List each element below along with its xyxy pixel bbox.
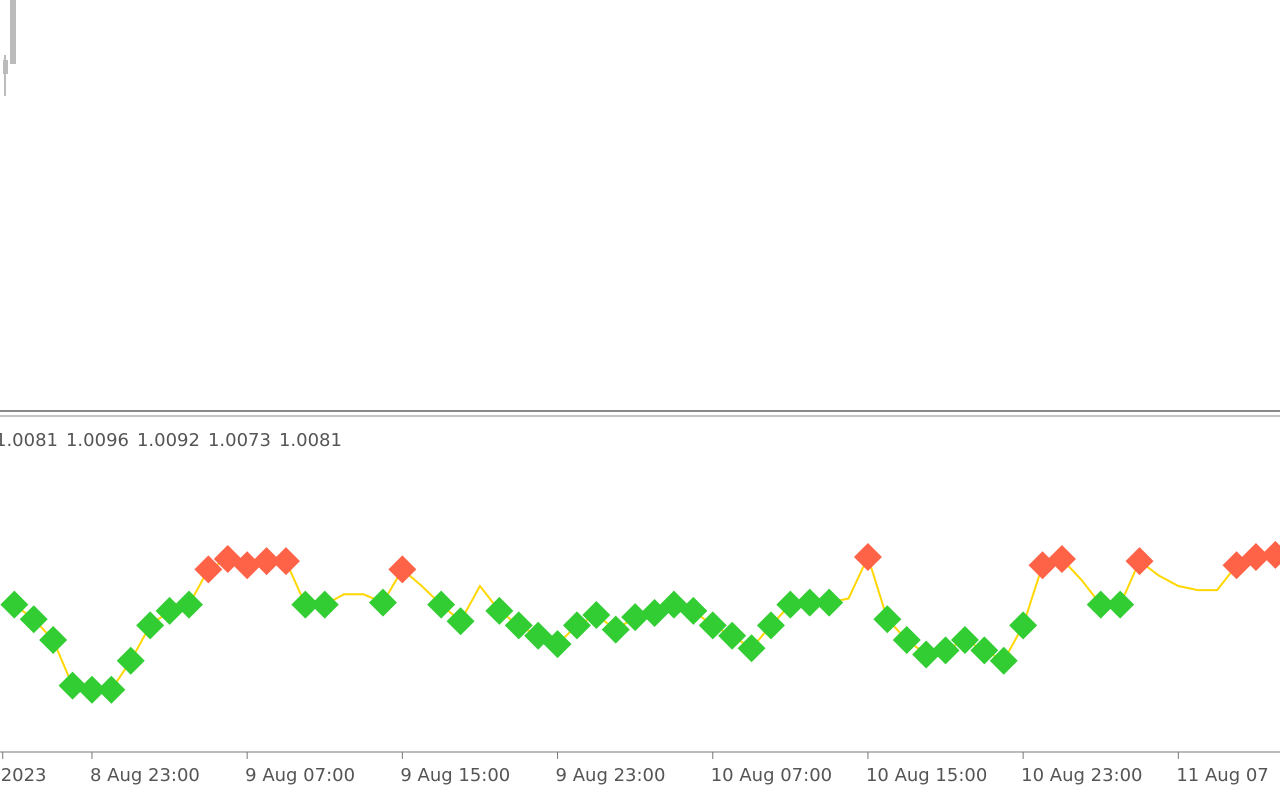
signal-marker (698, 611, 727, 640)
signal-marker (562, 611, 591, 640)
signal-marker (504, 611, 533, 640)
x-tick-label: 11 Aug 07 (1176, 765, 1268, 786)
signal-marker (1106, 590, 1135, 619)
signal-marker (950, 625, 979, 654)
x-tick-label: 8 Aug 23:00 (90, 765, 200, 786)
x-tick-label: 10 Aug 15:00 (866, 765, 987, 786)
signal-marker (1241, 542, 1270, 571)
x-tick-label: 9 Aug 23:00 (556, 765, 666, 786)
indicator-value: 1.0081 (0, 430, 58, 451)
signal-marker (291, 590, 320, 619)
signal-marker (427, 590, 456, 619)
signal-marker (795, 588, 824, 617)
signal-marker (679, 596, 708, 625)
indicator-value: 1.0081 (279, 430, 342, 451)
signal-marker (97, 675, 126, 704)
signal-marker (0, 590, 29, 619)
signal-marker (621, 603, 650, 632)
signal-marker (601, 615, 630, 644)
signal-marker (77, 675, 106, 704)
candle (3, 60, 8, 74)
signal-marker (1047, 545, 1076, 574)
candle (10, 0, 16, 64)
signal-marker (756, 611, 785, 640)
x-tick-label: 10 Aug 23:00 (1021, 765, 1142, 786)
signal-marker (19, 605, 48, 634)
indicator-value: 1.0096 (66, 430, 129, 451)
signal-marker (252, 547, 281, 576)
signal-marker (388, 555, 417, 584)
signal-marker (873, 605, 902, 634)
signal-marker (194, 555, 223, 584)
signal-marker (446, 607, 475, 636)
signal-marker (582, 601, 611, 630)
signal-marker (1261, 540, 1280, 569)
signal-marker (543, 630, 572, 659)
signal-marker (233, 551, 262, 580)
signal-marker (912, 640, 941, 669)
x-tick-label: 2023 (1, 765, 47, 786)
signal-marker (368, 588, 397, 617)
signal-marker (737, 634, 766, 663)
signal-marker (1009, 611, 1038, 640)
signal-marker (718, 621, 747, 650)
signal-marker (815, 588, 844, 617)
x-tick-label: 9 Aug 07:00 (245, 765, 355, 786)
signal-marker (39, 625, 68, 654)
signal-marker (1125, 547, 1154, 576)
indicator-value: 1.0092 (137, 430, 200, 451)
x-tick-label: 9 Aug 15:00 (400, 765, 510, 786)
signal-marker (931, 636, 960, 665)
signal-marker (310, 590, 339, 619)
signal-marker (136, 611, 165, 640)
signal-marker (989, 646, 1018, 675)
signal-marker (892, 625, 921, 654)
signal-marker (970, 636, 999, 665)
signal-marker (853, 542, 882, 571)
signal-marker (485, 596, 514, 625)
signal-marker (1086, 590, 1115, 619)
x-tick-label: 10 Aug 07:00 (711, 765, 832, 786)
signal-marker (776, 590, 805, 619)
signal-marker (58, 671, 87, 700)
signal-marker (271, 547, 300, 576)
indicator-value: 1.0073 (208, 430, 271, 451)
signal-marker (116, 646, 145, 675)
signal-marker (174, 590, 203, 619)
indicator-values: 1.0081 1.0096 1.0092 1.0073 1.0081 (0, 430, 342, 451)
